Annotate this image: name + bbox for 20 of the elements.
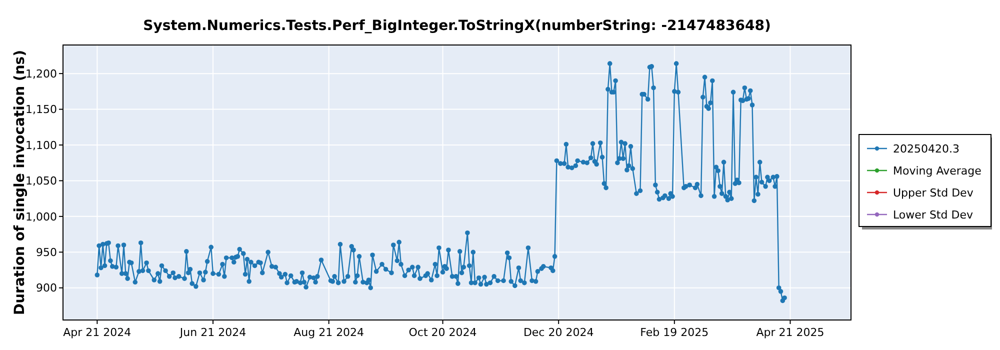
y-tick-label: 1,150 — [26, 103, 57, 116]
legend-label: Moving Average — [893, 164, 982, 178]
y-tick-label: 1,200 — [26, 67, 57, 80]
x-tick-label: Aug 21 2024 — [294, 326, 364, 339]
legend-label: Upper Std Dev — [893, 186, 974, 200]
x-tick-label: Dec 20 2024 — [523, 326, 594, 339]
x-tick-label: Apr 21 2025 — [756, 326, 824, 339]
chart-title: System.Numerics.Tests.Perf_BigInteger.ToStringX(numberString: -2147483648) — [143, 18, 771, 34]
x-tick-label: Oct 20 2024 — [408, 326, 477, 339]
x-tick-label: Feb 19 2025 — [640, 326, 709, 339]
y-tick-label: 1,000 — [26, 210, 57, 224]
y-tick-label: 900 — [36, 282, 57, 295]
y-axis-title: Duration of single invocation (ns) — [12, 50, 28, 316]
legend-label: 20250420.3 — [893, 142, 960, 156]
x-tick-label: Jun 21 2024 — [178, 326, 246, 339]
y-tick-label: 950 — [36, 246, 57, 259]
y-tick-label: 1,050 — [26, 174, 57, 188]
legend-label: Lower Std Dev — [893, 208, 974, 222]
x-tick-label: Apr 21 2024 — [63, 326, 132, 339]
y-tick-label: 1,100 — [26, 138, 57, 152]
